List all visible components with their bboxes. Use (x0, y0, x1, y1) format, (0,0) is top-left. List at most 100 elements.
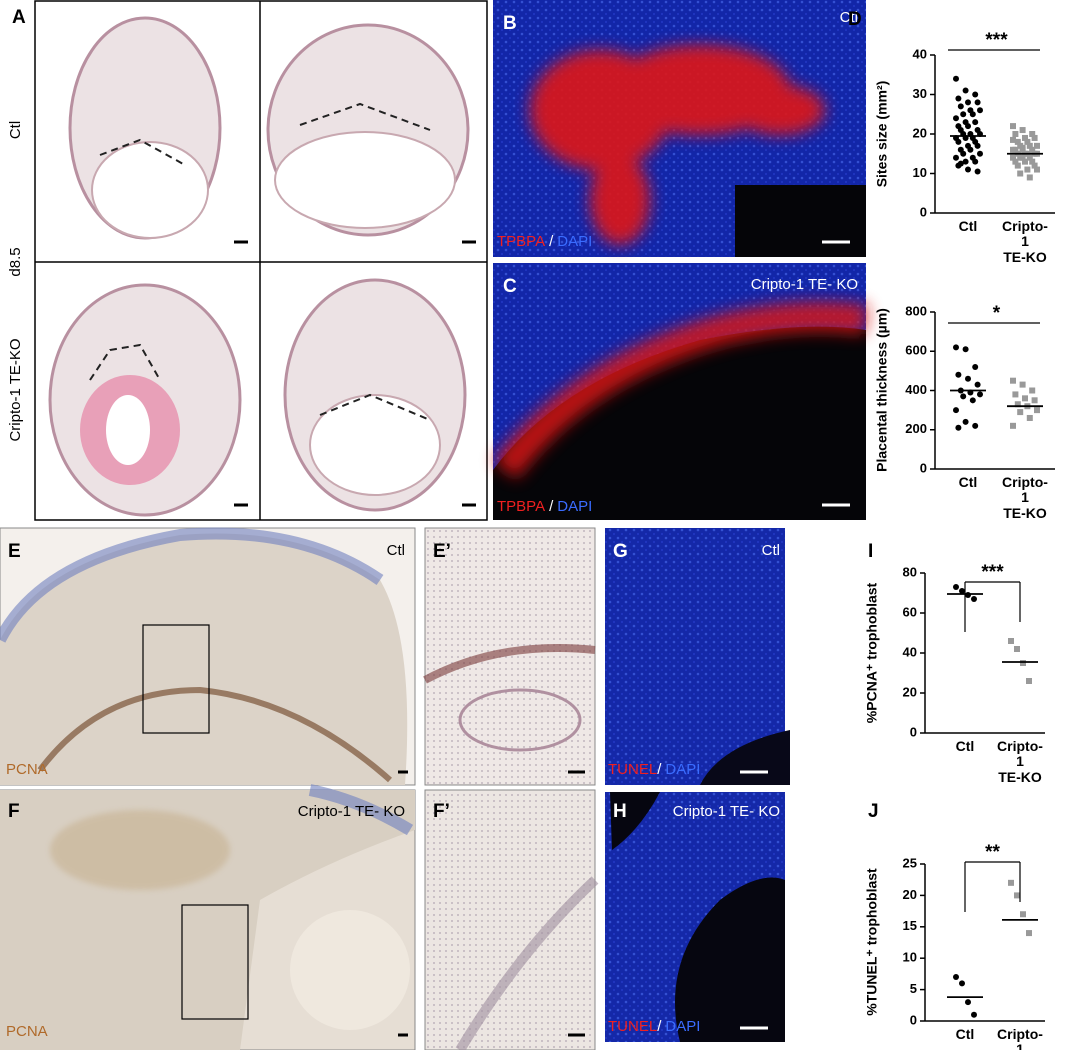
x-tick-label: Cripto-1 TE-KO (1002, 474, 1048, 521)
stain-label: TUNEL/DAPI (608, 1018, 700, 1035)
stain: DAPI (665, 761, 700, 778)
condition-label: Ctl (840, 9, 858, 26)
y-tick-label: 0 (910, 724, 917, 739)
data-point (974, 99, 981, 106)
data-point (1020, 911, 1026, 918)
y-tick-label: 40 (903, 644, 917, 659)
data-point (1026, 174, 1033, 181)
panel-label: A (12, 7, 26, 28)
stain-label: TUNEL/DAPI (608, 761, 700, 778)
data-point (953, 154, 959, 161)
y-tick-label: 25 (903, 855, 917, 870)
panel-h: H Cripto-1 TE- KO TUNEL/DAPI (605, 792, 785, 1042)
data-point (1034, 407, 1040, 414)
data-point (1008, 638, 1014, 644)
x-tick-label: Ctl (955, 1026, 975, 1042)
data-point (955, 371, 962, 378)
data-point (965, 166, 971, 173)
y-tick-label: 20 (903, 684, 917, 699)
data-point (1010, 123, 1016, 130)
stain: TPBPA (497, 233, 545, 250)
y-tick-label: 5 (910, 981, 917, 996)
stain: TUNEL (608, 761, 657, 778)
row-label: Ctl (7, 121, 24, 139)
stain-label: TPBPA / DAPI (497, 498, 592, 515)
data-point (969, 111, 976, 118)
x-tick-label: Cripto-1 TE-KO (1002, 218, 1048, 265)
data-point (1029, 158, 1036, 165)
data-point (953, 584, 959, 590)
data-point (1024, 138, 1031, 145)
data-point (1012, 146, 1019, 153)
stain: TUNEL (608, 1018, 657, 1035)
data-point (1014, 138, 1021, 145)
condition-label: Ctl (762, 542, 780, 559)
data-point (962, 158, 969, 165)
panel-e-prime: E’ (423, 527, 596, 786)
y-tick-label: 600 (905, 343, 927, 358)
y-tick-label: 10 (913, 165, 927, 180)
y-tick-label: 15 (903, 918, 917, 933)
data-point (969, 397, 976, 404)
data-point (972, 91, 979, 98)
data-point (972, 158, 979, 165)
data-point (962, 87, 969, 94)
y-tick-label: 60 (903, 604, 917, 619)
data-point (1014, 646, 1020, 652)
data-point (1026, 930, 1032, 937)
data-point (1010, 154, 1016, 161)
data-point (953, 75, 959, 82)
data-point (960, 150, 967, 157)
stain: / (657, 1018, 662, 1035)
data-point (1010, 377, 1016, 384)
y-tick-label: 0 (920, 204, 927, 219)
data-point (953, 115, 959, 122)
data-point (1017, 409, 1024, 416)
panel-label: G (613, 541, 628, 562)
data-point (1019, 154, 1026, 161)
data-point (1026, 154, 1033, 161)
panel-b: B Ctl TPBPA / DAPI (493, 0, 866, 257)
data-point (957, 103, 964, 110)
data-point (1026, 678, 1032, 684)
data-point (1014, 401, 1021, 408)
panel-g: G Ctl TUNEL/DAPI (605, 528, 790, 785)
data-point (1029, 146, 1036, 153)
y-tick-label: 800 (905, 303, 927, 318)
y-tick-label: 20 (913, 125, 927, 140)
data-point (977, 391, 983, 398)
data-point (974, 168, 981, 175)
panel-label: F’ (433, 801, 450, 822)
y-tick-label: 80 (903, 564, 917, 579)
data-point (1029, 131, 1036, 137)
y-axis-label: Placental thickness (µm) (874, 308, 890, 472)
data-point (1022, 134, 1028, 141)
significance: *** (985, 30, 1008, 51)
data-point (953, 344, 959, 351)
stain-label: PCNA (6, 761, 48, 778)
data-point (1012, 391, 1019, 398)
y-tick-label: 10 (903, 950, 917, 965)
x-tick-label: Cripto-1 TE-KO (997, 1026, 1043, 1050)
data-point (1008, 879, 1014, 886)
data-point (1034, 142, 1040, 149)
data-point (959, 980, 965, 987)
significance: ** (985, 842, 1000, 863)
data-point (960, 393, 967, 400)
data-point (965, 123, 971, 130)
data-point (965, 999, 971, 1006)
data-point (1031, 397, 1038, 404)
data-point (974, 142, 981, 149)
data-point (955, 424, 962, 431)
data-point (977, 107, 983, 114)
significance: * (993, 303, 1001, 324)
data-point (1026, 142, 1033, 149)
data-point (957, 160, 964, 167)
data-point (972, 363, 979, 370)
stain: / (549, 233, 554, 250)
data-point (953, 974, 959, 981)
data-point (1014, 892, 1020, 899)
x-tick-label: Ctl (958, 474, 978, 490)
